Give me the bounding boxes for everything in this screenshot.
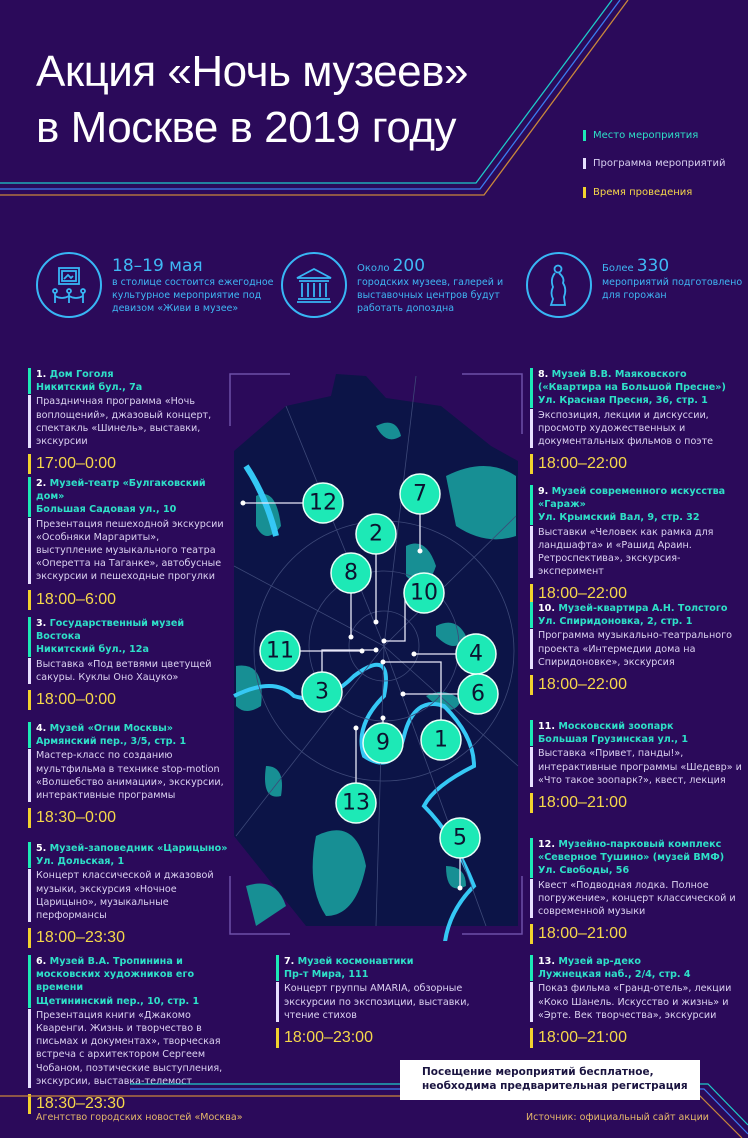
event-3: 3. Государственный музей Востока Никитски… — [28, 617, 228, 711]
svg-text:3: 3 — [315, 680, 329, 705]
event-4: 4. Музей «Огни Москвы» Армянский пер., 3/… — [28, 722, 228, 829]
map-marker-13[interactable]: 13 — [335, 782, 377, 824]
legend-place: Место мероприятия — [583, 130, 698, 141]
event-7: 7. Музей космонавтики Пр-т Мира, 111 Конц… — [276, 955, 486, 1049]
event-1: 1. Дом Гоголя Никитский бул., 7а Празднич… — [28, 368, 228, 475]
stat-museums: Около 200 городских музеев, галерей и выс… — [281, 252, 521, 318]
legend-program: Программа мероприятий — [583, 158, 726, 169]
page-title: Акция «Ночь музеев» в Москве в 2019 году — [36, 44, 468, 156]
footer-source: Источник: официальный сайт акции — [526, 1112, 709, 1123]
map-marker-7[interactable]: 7 — [399, 473, 441, 515]
event-9: 9. Музей современного искусства «Гараж» У… — [530, 485, 745, 605]
title-line-1: Акция «Ночь музеев» — [36, 47, 468, 96]
map-marker-8[interactable]: 8 — [330, 552, 372, 594]
location-dots — [240, 500, 463, 891]
free-entry-notice: Посещение мероприятий бесплатное, необход… — [400, 1060, 700, 1100]
svg-text:10: 10 — [410, 581, 438, 606]
map-marker-4[interactable]: 4 — [455, 633, 497, 675]
map-marker-11[interactable]: 11 — [259, 630, 301, 672]
svg-text:5: 5 — [453, 826, 467, 851]
event-11: 11. Московский зоопарк Большая Грузинская… — [530, 720, 742, 814]
footer-agency: Агентство городских новостей «Москва» — [36, 1112, 243, 1123]
svg-text:4: 4 — [469, 642, 483, 667]
svg-text:7: 7 — [413, 482, 427, 507]
map-marker-1[interactable]: 1 — [420, 719, 462, 761]
museum-exhibit-icon — [36, 252, 102, 318]
title-line-2: в Москве в 2019 году — [36, 103, 457, 152]
svg-text:6: 6 — [471, 682, 485, 707]
event-12: 12. Музейно-парковый комплекс «Северное … — [530, 838, 742, 945]
museum-building-icon — [281, 252, 347, 318]
map-marker-9[interactable]: 9 — [362, 722, 404, 764]
stat-events: Более 330 мероприятий подготовлено для го… — [526, 252, 746, 318]
header-decor-lines — [0, 0, 629, 196]
map-marker-5[interactable]: 5 — [439, 817, 481, 859]
event-13: 13. Музей ар-деко Лужнецкая наб., 2/4, ст… — [530, 955, 742, 1049]
parks — [236, 422, 516, 926]
map-marker-2[interactable]: 2 — [355, 513, 397, 555]
event-2: 2. Музей-театр «Булгаковский дом» Большая… — [28, 477, 228, 610]
map-marker-6[interactable]: 6 — [457, 673, 499, 715]
event-10: 10. Музей-квартира А.Н. Толстого Ул. Спир… — [530, 602, 742, 696]
legend-time: Время проведения — [583, 187, 692, 198]
svg-text:9: 9 — [376, 731, 390, 756]
svg-text:2: 2 — [369, 522, 383, 547]
map-marker-12[interactable]: 12 — [302, 482, 344, 524]
moscow-map: 12 7 2 8 10 11 4 3 6 9 1 13 5 — [229, 373, 523, 941]
event-6: 6. Музей В.А. Тропинина и московских худ… — [28, 955, 233, 1115]
svg-text:8: 8 — [344, 561, 358, 586]
map-frame-corners — [229, 373, 523, 935]
event-8: 8. Музей В.В. Маяковского («Квартира на … — [530, 368, 742, 475]
map-marker-3[interactable]: 3 — [301, 671, 343, 713]
event-5: 5. Музей-заповедник «Царицыно» Ул. Дольск… — [28, 842, 228, 949]
svg-text:1: 1 — [434, 728, 448, 753]
svg-text:12: 12 — [309, 491, 337, 516]
map-marker-10[interactable]: 10 — [403, 572, 445, 614]
stat-dates: 18–19 мая в столице состоится ежегодное к… — [36, 252, 276, 318]
statue-icon — [526, 252, 592, 318]
svg-text:11: 11 — [266, 639, 294, 664]
svg-text:13: 13 — [342, 791, 370, 816]
footer-decor-lines — [0, 1083, 748, 1138]
